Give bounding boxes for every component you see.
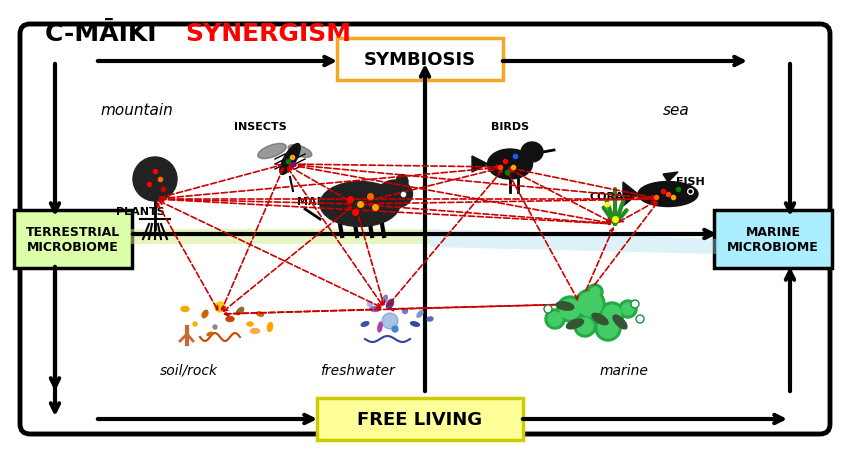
Ellipse shape: [193, 322, 197, 326]
Ellipse shape: [207, 333, 212, 336]
Ellipse shape: [370, 307, 380, 312]
Circle shape: [575, 289, 605, 319]
Ellipse shape: [411, 322, 419, 327]
Circle shape: [619, 300, 637, 318]
Ellipse shape: [213, 325, 217, 329]
Circle shape: [578, 293, 602, 316]
Ellipse shape: [251, 329, 259, 334]
Circle shape: [603, 305, 621, 324]
Polygon shape: [623, 182, 638, 207]
Text: mountain: mountain: [100, 103, 173, 118]
Circle shape: [590, 288, 600, 298]
Circle shape: [557, 296, 583, 322]
Ellipse shape: [427, 317, 433, 321]
Ellipse shape: [268, 323, 273, 332]
Text: TERRESTRIAL
MICROBIOME: TERRESTRIAL MICROBIOME: [26, 226, 120, 253]
Ellipse shape: [387, 300, 394, 309]
Ellipse shape: [280, 144, 300, 175]
Ellipse shape: [396, 175, 408, 190]
Text: CORAL: CORAL: [589, 192, 631, 202]
Ellipse shape: [257, 312, 264, 317]
Text: freshwater: freshwater: [320, 363, 394, 377]
Text: MARINE
MICROBIOME: MARINE MICROBIOME: [727, 226, 819, 253]
Polygon shape: [472, 157, 488, 172]
Ellipse shape: [247, 322, 253, 326]
Circle shape: [382, 313, 398, 329]
Circle shape: [560, 299, 580, 319]
Ellipse shape: [638, 182, 698, 207]
Circle shape: [577, 318, 593, 334]
Ellipse shape: [367, 302, 372, 307]
Circle shape: [544, 305, 552, 313]
Ellipse shape: [403, 309, 407, 314]
Ellipse shape: [181, 307, 189, 312]
Text: marine: marine: [600, 363, 649, 377]
Ellipse shape: [320, 182, 400, 227]
Ellipse shape: [215, 302, 225, 312]
Ellipse shape: [592, 313, 608, 325]
Ellipse shape: [417, 311, 423, 318]
Circle shape: [545, 309, 565, 329]
Circle shape: [587, 284, 603, 300]
Ellipse shape: [258, 144, 286, 159]
Text: C-MĀIKI: C-MĀIKI: [45, 22, 165, 46]
Polygon shape: [663, 172, 678, 182]
Text: MAMMALS: MAMMALS: [298, 197, 363, 207]
Ellipse shape: [382, 296, 388, 303]
Text: FREE LIVING: FREE LIVING: [358, 410, 483, 428]
Circle shape: [600, 302, 624, 326]
Text: soil/rock: soil/rock: [160, 363, 218, 377]
Circle shape: [133, 157, 177, 202]
Circle shape: [548, 312, 562, 326]
Text: FISH: FISH: [676, 177, 705, 187]
Ellipse shape: [613, 315, 627, 329]
Circle shape: [631, 300, 639, 308]
Ellipse shape: [521, 143, 543, 162]
Ellipse shape: [378, 322, 382, 332]
Ellipse shape: [226, 317, 234, 322]
Text: SYMBIOSIS: SYMBIOSIS: [364, 51, 476, 69]
Text: INSECTS: INSECTS: [234, 122, 286, 131]
Polygon shape: [430, 229, 720, 254]
FancyBboxPatch shape: [14, 211, 132, 268]
Text: PLANTS: PLANTS: [116, 207, 164, 217]
FancyBboxPatch shape: [337, 39, 503, 81]
Ellipse shape: [377, 181, 412, 208]
Circle shape: [636, 315, 644, 324]
Ellipse shape: [392, 326, 398, 332]
FancyBboxPatch shape: [714, 211, 832, 268]
Ellipse shape: [202, 311, 208, 318]
Ellipse shape: [361, 322, 369, 327]
Ellipse shape: [556, 302, 574, 311]
Ellipse shape: [488, 150, 532, 180]
Circle shape: [595, 315, 621, 341]
Text: BIRDS: BIRDS: [491, 122, 529, 131]
Ellipse shape: [236, 308, 244, 315]
Text: SYNERGISM: SYNERGISM: [185, 22, 351, 46]
Ellipse shape: [288, 145, 312, 158]
Circle shape: [622, 303, 634, 315]
FancyBboxPatch shape: [317, 398, 523, 440]
Circle shape: [574, 315, 596, 337]
Circle shape: [598, 318, 618, 338]
Ellipse shape: [566, 319, 584, 329]
Polygon shape: [130, 229, 430, 244]
Text: sea: sea: [663, 103, 690, 118]
